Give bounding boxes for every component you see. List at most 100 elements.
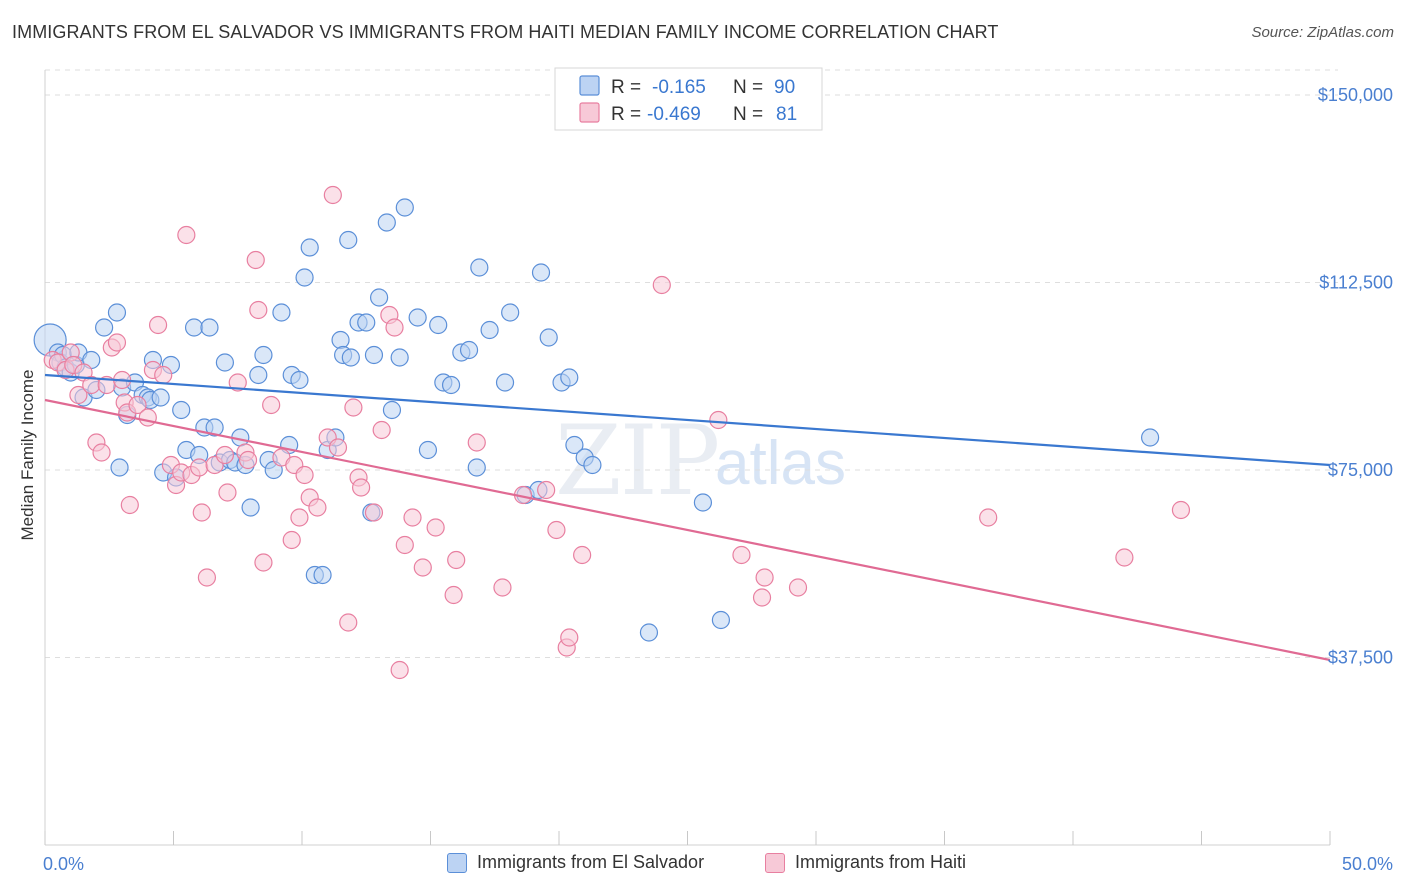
x-tick-label-start: 0.0% xyxy=(43,854,84,874)
point-el-salvador xyxy=(693,493,713,512)
point-haiti xyxy=(154,365,173,385)
legend-swatch-blue xyxy=(447,852,467,873)
point-el-salvador xyxy=(341,348,360,367)
point-haiti xyxy=(308,498,327,517)
point-el-salvador xyxy=(272,303,291,322)
point-el-salvador xyxy=(560,368,579,387)
point-haiti xyxy=(69,385,88,405)
point-haiti xyxy=(295,465,314,485)
point-haiti xyxy=(390,660,409,680)
y-tick-label: $75,000 xyxy=(1328,460,1393,480)
point-haiti xyxy=(403,508,422,527)
point-haiti xyxy=(138,408,157,427)
point-haiti xyxy=(444,585,463,605)
point-haiti xyxy=(120,495,139,515)
watermark-atlas: atlas xyxy=(715,429,846,498)
axes xyxy=(44,70,1331,846)
point-el-salvador xyxy=(565,435,584,455)
point-el-salvador xyxy=(429,315,448,335)
point-haiti xyxy=(547,520,566,540)
point-el-salvador xyxy=(313,565,332,585)
y-tick-labels: $37,500 $75,000 $112,500 $150,000 xyxy=(1318,85,1393,668)
series-haiti-points xyxy=(43,185,1191,680)
point-haiti xyxy=(128,395,147,415)
point-haiti xyxy=(228,373,247,392)
chart-title: IMMIGRANTS FROM EL SALVADOR VS IMMIGRANT… xyxy=(12,22,999,42)
point-haiti xyxy=(364,503,384,522)
trend-line-haiti xyxy=(44,398,1331,662)
point-haiti xyxy=(262,395,281,415)
legend-top-r-label-2: R = xyxy=(611,104,641,125)
point-haiti xyxy=(215,445,234,465)
point-haiti xyxy=(788,578,808,597)
legend-top-n-value-2: 81 xyxy=(776,104,797,125)
point-el-salvador xyxy=(711,610,731,630)
point-haiti xyxy=(177,225,196,245)
point-el-salvador xyxy=(200,318,219,337)
legend-top-r-value-2: -0.469 xyxy=(647,104,701,125)
point-haiti xyxy=(249,300,268,320)
point-el-salvador xyxy=(395,198,414,217)
point-el-salvador xyxy=(254,345,273,365)
legend-top-swatch-blue xyxy=(579,75,600,96)
legend-top-n-label-1: N = xyxy=(733,77,763,98)
point-haiti xyxy=(192,503,211,522)
point-el-salvador xyxy=(364,345,384,365)
point-el-salvador xyxy=(331,330,350,350)
point-el-salvador xyxy=(95,318,114,337)
legend-swatch-pink xyxy=(765,852,785,873)
point-haiti xyxy=(254,553,273,572)
point-el-salvador xyxy=(172,400,191,420)
point-el-salvador xyxy=(390,348,409,367)
point-el-salvador xyxy=(184,318,204,337)
x-tick-label-end: 50.0% xyxy=(1342,854,1393,874)
point-haiti xyxy=(560,628,579,647)
legend-top-swatch-pink xyxy=(579,102,600,123)
point-haiti xyxy=(752,588,772,607)
point-haiti xyxy=(92,443,111,462)
point-el-salvador xyxy=(110,458,129,477)
legend-label-el-salvador: Immigrants from El Salvador xyxy=(477,852,705,872)
point-el-salvador xyxy=(495,373,515,392)
point-el-salvador xyxy=(107,303,127,322)
legend-bottom-el-salvador: Immigrants from El Salvador xyxy=(447,852,704,873)
point-el-salvador xyxy=(501,303,520,322)
point-haiti xyxy=(395,535,414,555)
point-el-salvador xyxy=(249,365,268,385)
point-haiti xyxy=(190,458,209,477)
point-haiti xyxy=(413,558,432,577)
point-el-salvador xyxy=(639,623,659,642)
point-haiti xyxy=(493,578,512,597)
point-el-salvador xyxy=(470,258,489,277)
point-el-salvador xyxy=(418,440,438,460)
point-haiti xyxy=(732,545,751,565)
point-el-salvador xyxy=(1140,428,1160,447)
y-axis-label: Median Family Income xyxy=(18,369,37,540)
legend-top-n-value-1: 90 xyxy=(774,77,795,98)
point-haiti xyxy=(709,410,728,430)
point-haiti xyxy=(246,250,265,270)
trend-lines xyxy=(44,373,1331,662)
source-label: Source: ZipAtlas.com xyxy=(1251,24,1394,41)
point-haiti xyxy=(1115,548,1134,567)
point-haiti xyxy=(372,420,391,440)
point-haiti xyxy=(447,550,466,570)
point-el-salvador xyxy=(215,353,234,372)
point-haiti xyxy=(107,333,127,352)
point-el-salvador xyxy=(300,238,319,257)
point-el-salvador xyxy=(241,498,260,517)
point-el-salvador xyxy=(205,418,224,437)
point-el-salvador xyxy=(382,400,402,420)
point-el-salvador xyxy=(531,263,551,282)
point-el-salvador xyxy=(377,213,396,232)
point-el-salvador xyxy=(480,320,499,340)
legend-top-r-value-1: -0.165 xyxy=(652,77,706,98)
point-haiti xyxy=(467,433,486,452)
legend-bottom-haiti: Immigrants from Haiti xyxy=(765,852,966,873)
y-tick-label: $37,500 xyxy=(1328,648,1393,668)
point-haiti xyxy=(1171,500,1191,520)
point-haiti xyxy=(344,398,363,417)
legend-top-r-label-1: R = xyxy=(611,77,641,98)
point-el-salvador xyxy=(295,268,314,287)
